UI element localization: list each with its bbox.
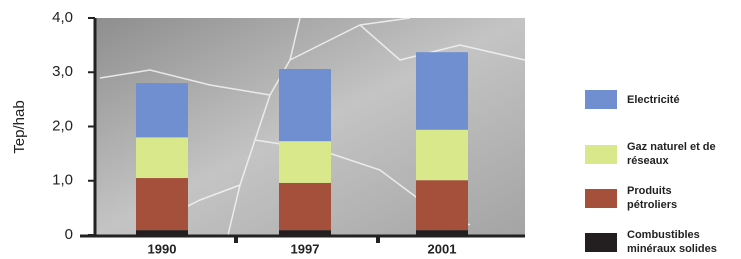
y-tick-label: 3,0 bbox=[52, 63, 73, 80]
bar-segment bbox=[416, 230, 468, 235]
y-tick-label: 4,0 bbox=[52, 9, 73, 26]
legend-item: Gaz naturel et de réseaux bbox=[585, 140, 735, 168]
x-tick-label: 1990 bbox=[148, 241, 177, 256]
bar-segment bbox=[279, 69, 331, 141]
bar-segment bbox=[136, 83, 188, 137]
legend-swatch bbox=[585, 233, 617, 252]
legend-item: Combustibles minéraux solides bbox=[585, 228, 735, 256]
y-tick-label: 2,0 bbox=[52, 117, 73, 134]
bar-segment bbox=[279, 230, 331, 235]
y-tick-label: 1,0 bbox=[52, 172, 73, 189]
x-tick-label: 2001 bbox=[428, 241, 457, 256]
bar-segment bbox=[416, 180, 468, 230]
legend-label: Gaz naturel et de réseaux bbox=[627, 140, 719, 168]
page: {"chart_data": {"type": "stacked-bar", "… bbox=[0, 0, 741, 259]
chart: Tep/hab 0 1,0 2,0 3,0 4,0 1990 1997 2001 bbox=[0, 0, 741, 259]
y-axis-label: Tep/hab bbox=[11, 100, 28, 153]
legend-swatch bbox=[585, 189, 617, 208]
legend-swatch bbox=[585, 90, 617, 109]
legend-label: Produits pétroliers bbox=[627, 184, 719, 212]
bar-segment bbox=[136, 230, 188, 235]
bar-segment bbox=[136, 137, 188, 178]
bar-segment bbox=[279, 141, 331, 183]
legend-item: Electricité bbox=[585, 90, 735, 109]
bar-segment bbox=[279, 183, 331, 230]
y-tick-label: 0 bbox=[65, 226, 73, 243]
bar-segment bbox=[136, 178, 188, 230]
legend-swatch bbox=[585, 145, 617, 164]
legend-label: Combustibles minéraux solides bbox=[627, 228, 719, 256]
x-tick-label: 1997 bbox=[291, 241, 320, 256]
legend-item: Produits pétroliers bbox=[585, 184, 735, 212]
legend-label: Electricité bbox=[627, 93, 719, 107]
bar-segment bbox=[416, 130, 468, 180]
bar-segment bbox=[416, 52, 468, 130]
